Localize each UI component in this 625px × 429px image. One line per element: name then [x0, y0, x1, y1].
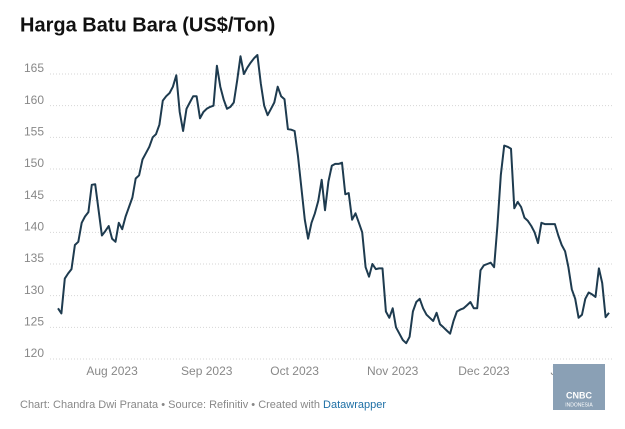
y-tick-label: 140	[24, 220, 44, 234]
x-tick-label: Aug 2023	[86, 364, 138, 378]
y-tick-label: 120	[24, 346, 44, 360]
y-tick-label: 165	[24, 61, 44, 75]
y-tick-label: 125	[24, 315, 44, 329]
y-tick-label: 150	[24, 156, 44, 170]
logo-name: CNBC	[566, 390, 592, 400]
x-tick-label: Oct 2023	[270, 364, 319, 378]
line	[57, 54, 610, 345]
x-tick-label: Nov 2023	[367, 364, 419, 378]
logo: CNBC INDONESIA	[553, 364, 605, 410]
chart-title: Harga Batu Bara (US$/Ton)	[20, 14, 275, 36]
source-link[interactable]: Datawrapper	[323, 399, 386, 411]
y-tick-label: 130	[24, 283, 44, 297]
y-tick-label: 160	[24, 93, 44, 107]
logo-box	[553, 364, 605, 410]
source: Chart: Chandra Dwi Pranata • Source: Ref…	[20, 399, 320, 411]
footer: Chart: Chandra Dwi Pranata • Source: Ref…	[20, 399, 386, 411]
y-tick-label: 135	[24, 251, 44, 265]
x-tick-label: Sep 2023	[181, 364, 233, 378]
logo-sub: INDONESIA	[565, 402, 593, 408]
x-tick-label: Dec 2023	[458, 364, 510, 378]
y-tick-label: 155	[24, 125, 44, 139]
y-tick-label: 145	[24, 188, 44, 202]
